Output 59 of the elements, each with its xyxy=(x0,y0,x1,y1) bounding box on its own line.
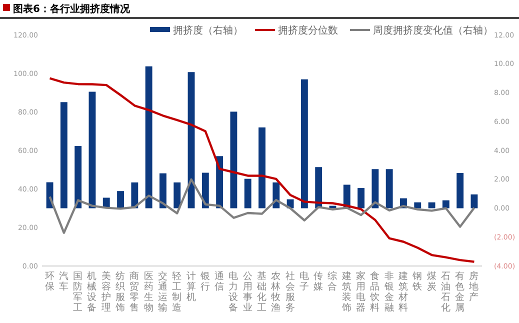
bar xyxy=(414,202,422,208)
x-tick-label: 建筑材料 xyxy=(397,270,408,314)
x-tick-label: 基础化工 xyxy=(256,270,267,314)
x-tick-label: 建筑装饰 xyxy=(340,270,352,314)
x-tick-label: 交通运输 xyxy=(158,270,168,314)
x-tick-label: 商贸零售 xyxy=(130,270,140,314)
x-tick-label: 社会服务 xyxy=(285,270,296,314)
x-tick-label: 有色金属 xyxy=(455,270,466,314)
bar xyxy=(358,188,364,208)
x-tick-label: 国防军工 xyxy=(73,271,84,314)
x-tick-label: 机械设备 xyxy=(87,270,98,314)
bar xyxy=(300,79,308,208)
legend-label: 周度拥挤度变化值（右轴） xyxy=(373,24,493,36)
x-tick-label: 电子 xyxy=(299,270,310,292)
x-tick-label: 食品饮料 xyxy=(369,270,380,314)
legend-label: 拥挤度（右轴） xyxy=(173,24,243,36)
x-tick-label: 家用电器 xyxy=(356,270,366,314)
line-series xyxy=(48,178,476,234)
bar xyxy=(258,127,266,208)
bar xyxy=(131,182,138,208)
legend-label: 拥挤度分位数 xyxy=(278,24,338,36)
x-tick-label: 纺织服饰 xyxy=(114,270,126,314)
bar xyxy=(372,169,379,208)
bar xyxy=(456,173,464,208)
x-tick-label: 轻工制造 xyxy=(172,270,182,314)
x-tick-label: 公用事业 xyxy=(242,270,253,314)
x-tick-label: 汽车 xyxy=(58,270,69,292)
bar xyxy=(174,182,181,208)
x-tick-label: 非银金融 xyxy=(383,270,394,314)
x-tick-label: 钢铁 xyxy=(412,271,423,292)
bar xyxy=(60,102,68,208)
bar xyxy=(230,112,238,208)
x-tick-label: 银行 xyxy=(199,271,210,292)
x-tick-label: 传媒 xyxy=(314,271,324,292)
line-series xyxy=(48,77,476,263)
chart-title: 图表6：各行业拥挤度情况 xyxy=(13,3,131,15)
bar xyxy=(160,173,166,208)
x-tick-label: 环保 xyxy=(44,271,55,292)
x-tick-label: 医药生物 xyxy=(144,271,154,314)
x-tick-label: 农林牧渔 xyxy=(270,271,282,314)
bar xyxy=(244,178,252,208)
bar xyxy=(145,66,152,208)
bar xyxy=(315,167,322,208)
bar xyxy=(428,202,436,208)
bar xyxy=(442,200,450,208)
x-tick-label: 计算机 xyxy=(186,270,196,303)
bar xyxy=(386,169,393,208)
bar xyxy=(470,194,478,208)
bar xyxy=(117,191,124,208)
x-tick-label: 房地产 xyxy=(468,270,480,303)
x-tick-label: 综合 xyxy=(328,270,338,292)
x-tick-label: 通信 xyxy=(214,270,225,292)
x-tick-label: 电力设备 xyxy=(228,270,239,314)
bar xyxy=(88,92,96,208)
bar xyxy=(202,172,209,208)
bar xyxy=(74,146,82,208)
x-tick-label: 煤炭 xyxy=(426,270,437,292)
x-tick-label: 美容护理 xyxy=(100,270,112,314)
x-tick-label: 石油石化 xyxy=(440,271,451,314)
